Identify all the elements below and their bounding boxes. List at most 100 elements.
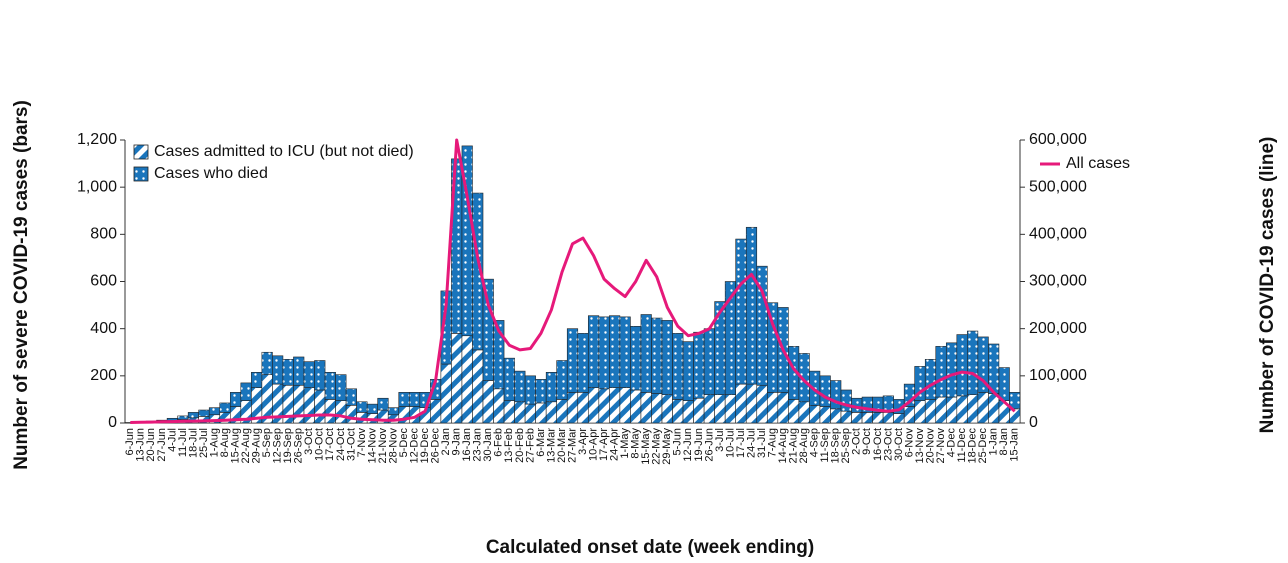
bar-segment <box>472 349 484 424</box>
x-tick-label: 30-Jan <box>482 428 494 462</box>
x-tick-label: 3-Apr <box>577 428 589 455</box>
x-tick-label: 5-Dec <box>398 428 410 458</box>
bar-segment <box>493 388 505 424</box>
x-tick-label: 10-Apr <box>587 428 599 461</box>
bar-segment <box>1009 392 1021 410</box>
x-tick-label: 19-Dec <box>419 428 431 464</box>
bar-segment <box>303 361 315 388</box>
x-tick-label: 1-Aug <box>208 428 220 457</box>
legend-swatch <box>133 144 149 160</box>
x-tick-label: 9-Jan <box>451 428 463 456</box>
x-tick-label: 31-Oct <box>345 428 357 461</box>
bar-segment <box>672 399 684 424</box>
x-tick-label: 14-Aug <box>777 428 789 463</box>
y2-tick-label: 0 <box>1029 414 1038 431</box>
x-tick-label: 15-Jan <box>1009 428 1021 462</box>
line <box>130 138 1016 424</box>
bar-segment <box>577 392 589 424</box>
x-tick-label: 7-Aug <box>766 428 778 457</box>
bar-segment <box>272 355 284 385</box>
bar-segment <box>619 316 631 388</box>
bar-segment <box>945 396 958 424</box>
bar-segment <box>798 401 810 424</box>
bar-segment <box>935 346 947 398</box>
bar-segment <box>809 405 821 424</box>
bar-segment <box>967 330 979 395</box>
bar-segment <box>998 367 1010 401</box>
bar-segment <box>408 392 421 407</box>
y2-tick-label: 600,000 <box>1029 131 1087 148</box>
x-tick-label: 25-Dec <box>977 428 989 464</box>
x-tick-label: 15-Aug <box>229 428 241 463</box>
bar-segment <box>556 399 568 424</box>
x-tick-label: 6-Nov <box>903 428 915 458</box>
bar-segment <box>735 383 747 424</box>
bar-segment <box>545 371 558 403</box>
x-tick-label: 13-Nov <box>914 428 926 464</box>
bar-segment <box>177 415 189 420</box>
bar-segment <box>514 370 526 403</box>
x-tick-label: 24-Jul <box>745 428 757 458</box>
x-tick-label: 17-Jul <box>735 428 747 458</box>
x-tick-label: 2-Jan <box>440 428 452 456</box>
bar-segment <box>956 334 968 397</box>
x-tick-label: 19-Sep <box>282 428 294 463</box>
bar-segment <box>745 383 758 424</box>
bar-segment <box>777 392 789 424</box>
x-tick-label: 13-Mar <box>545 428 557 463</box>
x-tick-label: 22-May <box>651 428 663 465</box>
y-axis-title: Number of severe COVID-19 cases (bars) <box>11 100 32 470</box>
y2-tick-label: 100,000 <box>1029 367 1087 384</box>
x-tick-label: 18-Jul <box>187 428 199 458</box>
x-tick-label: 11-Sep <box>819 428 831 463</box>
bar-segment <box>293 356 305 386</box>
x-axis-title: Calculated onset date (week ending) <box>486 537 814 558</box>
x-tick-label: 4-Jul <box>166 428 178 452</box>
x-tick-label: 23-Oct <box>882 428 894 461</box>
x-tick-label: 26-Jun <box>703 428 715 462</box>
x-tick-label: 24-Oct <box>335 428 347 461</box>
y-tick-label: 0 <box>108 414 117 431</box>
bar-segment <box>830 408 842 424</box>
x-tick-label: 13-Jun <box>135 428 147 462</box>
bar-segment <box>430 399 442 424</box>
bar-segment <box>924 359 937 400</box>
bar-segment <box>840 410 852 424</box>
bar-segment <box>398 392 410 407</box>
bar-segment <box>661 320 673 396</box>
x-tick-label: 27-Jun <box>156 428 168 462</box>
bar-segment <box>945 342 958 398</box>
bar-segment <box>682 341 694 401</box>
bar-segment <box>198 409 210 417</box>
bar-segment <box>472 192 484 351</box>
bar-segment <box>914 400 926 424</box>
x-tick-label: 27-Feb <box>524 428 536 463</box>
x-tick-label: 28-Aug <box>798 428 810 463</box>
y2-tick-label: 200,000 <box>1029 320 1087 337</box>
bar-segment <box>703 394 715 424</box>
bar-segment <box>977 392 989 424</box>
bar-segment <box>640 314 652 393</box>
bar-segment <box>493 320 505 390</box>
x-tick-label: 16-Jan <box>461 428 473 462</box>
bar-segment <box>788 399 800 424</box>
x-tick-label: 1-May <box>619 428 631 459</box>
y-tick-label: 200 <box>90 367 117 384</box>
bar-segment <box>366 403 379 414</box>
bar-segment <box>524 375 536 405</box>
bar-segment <box>314 360 326 391</box>
x-tick-label: 6-Jun <box>124 428 136 456</box>
x-tick-label: 19-Jun <box>693 428 705 462</box>
bar-segment <box>587 387 600 424</box>
bar-segment <box>967 394 979 424</box>
legend-label: All cases <box>1066 155 1130 172</box>
x-tick-label: 10-Oct <box>314 428 326 461</box>
x-tick-label: 12-Jun <box>682 428 694 462</box>
bar-segment <box>556 360 568 400</box>
bar-segment <box>335 400 347 424</box>
bar-segment <box>703 328 715 395</box>
bar-segment <box>451 333 463 424</box>
x-tick-label: 6-Feb <box>493 428 505 457</box>
bar-segment <box>524 403 536 424</box>
